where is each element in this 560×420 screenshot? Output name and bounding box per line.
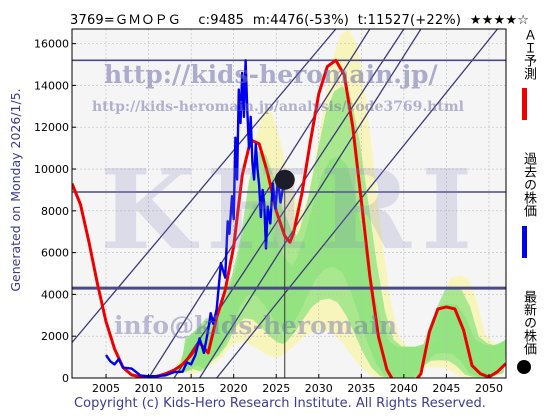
y-tick-label: 4000	[41, 288, 69, 301]
x-tick-label: 2035	[347, 382, 375, 395]
trend-line	[199, 29, 422, 378]
legend-ai-forecast-label: ＡＩ予測	[521, 28, 536, 80]
trend-line	[72, 29, 337, 343]
legend-latest-price-dot	[517, 360, 531, 374]
generated-date-label: Generated on Monday 2026/1/5.	[8, 88, 23, 292]
x-tick-label: 2005	[92, 382, 120, 395]
axes: 0 2000 4000 6000 8000 10000 12000 14000 16000 200…	[34, 28, 507, 395]
y-tick-label: 16000	[34, 38, 69, 51]
watermark-url[interactable]: http://kids-heromain.jp/	[104, 60, 438, 89]
min-price: m:4476(-53%)	[252, 13, 350, 28]
x-tick-label: 2015	[177, 382, 205, 395]
chart-header: 3769=ＧＭＯＰＧ c:9485 m:4476(-53%) t:11527(+…	[70, 9, 529, 28]
grid	[72, 29, 506, 378]
current-price: c:9485	[198, 13, 245, 28]
x-tick-label: 2020	[220, 382, 248, 395]
y-tick-label: 2000	[41, 330, 69, 343]
current-price-dot	[274, 169, 295, 190]
x-tick-label: 2010	[135, 382, 163, 395]
y-tick-label: 10000	[34, 163, 69, 176]
legend-ai-forecast-swatch	[522, 88, 527, 120]
legend-latest-price-label: 最新の株価	[521, 290, 536, 355]
x-tick-label: 2030	[305, 382, 333, 395]
rating-stars: ★★★★☆	[469, 13, 530, 28]
series-line-past-price	[105, 59, 286, 378]
horizontal-levels	[72, 59, 506, 378]
y-tick-label: 12000	[34, 121, 69, 134]
y-tick-label: 0	[62, 372, 69, 385]
y-tick-label: 14000	[34, 79, 69, 92]
plot-frame	[71, 28, 507, 379]
stock-code: 3769=ＧＭＯＰＧ	[70, 13, 181, 28]
watermark-url-analysis[interactable]: http://kids-heromain.jp/analysis/code376…	[92, 99, 464, 115]
y-tick-label: 6000	[41, 247, 69, 260]
copyright-footer: Copyright (c) Kids-Hero Research Institu…	[74, 396, 486, 411]
x-tick-label: 2045	[432, 382, 460, 395]
current-price-marker	[274, 169, 295, 190]
watermark-email: info@kids-heromain	[114, 311, 398, 340]
trend-line	[216, 29, 498, 378]
target-price: t:11527(+22%)	[357, 13, 462, 28]
y-tick-label: 8000	[41, 205, 69, 218]
series-group	[72, 58, 506, 378]
x-tick-label: 2040	[390, 382, 418, 395]
legend-past-price-swatch	[522, 226, 527, 258]
watermark-big: KHRI	[100, 145, 483, 274]
x-tick-label: 2025	[262, 382, 290, 395]
legend-past-price-label: 過去の株価	[521, 152, 536, 217]
x-tick-label: 2050	[475, 382, 503, 395]
